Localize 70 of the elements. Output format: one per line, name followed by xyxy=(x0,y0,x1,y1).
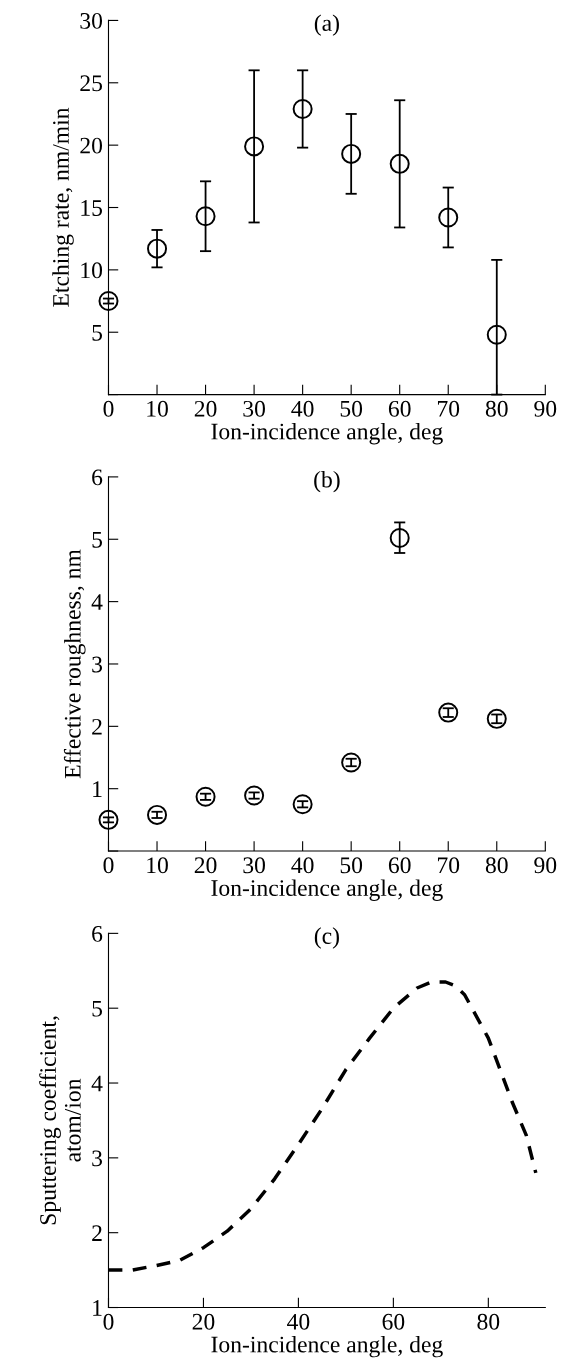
y-tick-label: 15 xyxy=(81,200,103,216)
x-tick-label: 90 xyxy=(534,857,557,874)
x-tick-label: 60 xyxy=(388,857,411,874)
chart-title: (b) xyxy=(314,470,340,493)
x-axis-title: Ion-incidence angle, deg xyxy=(211,422,443,445)
x-tick-label: 0 xyxy=(103,1313,114,1330)
x-tick-label: 60 xyxy=(382,1313,405,1330)
x-tick-label: 20 xyxy=(194,400,217,417)
y-tick-label: 6 xyxy=(92,469,103,486)
x-tick-label: 30 xyxy=(243,400,265,417)
x-tick-label: 90 xyxy=(534,400,557,417)
y-tick-label: 2 xyxy=(92,718,102,735)
x-axis-title: Ion-incidence angle, deg xyxy=(211,879,443,901)
x-tick-label: 0 xyxy=(103,400,114,417)
x-tick-label: 10 xyxy=(147,857,168,874)
x-axis-title: Ion-incidence angle, deg xyxy=(211,1335,443,1358)
x-tick-label: 70 xyxy=(437,857,460,874)
y-tick-label: 6 xyxy=(92,925,103,942)
y-tick-label: 2 xyxy=(92,1225,102,1241)
point xyxy=(292,794,313,815)
point xyxy=(389,153,410,174)
y-tick-label: 25 xyxy=(80,75,103,92)
x-tick-label: 0 xyxy=(103,857,114,874)
point xyxy=(195,786,216,807)
x-tick-label: 10 xyxy=(147,400,168,417)
point xyxy=(244,136,265,157)
point xyxy=(147,238,168,259)
point xyxy=(98,291,119,312)
y-tick-label: 3 xyxy=(92,1150,103,1167)
point xyxy=(195,206,216,227)
point xyxy=(341,752,362,773)
y-tick-label: 5 xyxy=(92,531,103,548)
point xyxy=(438,207,459,228)
chart-title: (c) xyxy=(314,927,339,949)
x-tick-label: 80 xyxy=(485,857,508,874)
point xyxy=(341,143,362,164)
y-axis-title: Etching rate, nm/min xyxy=(52,107,74,307)
point xyxy=(98,809,119,830)
x-tick-label: 50 xyxy=(340,857,363,874)
point xyxy=(486,324,507,345)
point xyxy=(438,702,459,723)
x-tick-label: 40 xyxy=(291,400,314,417)
y-axis-title: Effective roughness, nm xyxy=(63,549,86,779)
x-tick-label: 40 xyxy=(287,1313,310,1330)
x-tick-label: 80 xyxy=(477,1313,500,1330)
y-tick-label: 10 xyxy=(81,262,103,279)
y-tick-label: 3 xyxy=(92,656,103,673)
x-tick-label: 50 xyxy=(340,400,363,417)
x-tick-label: 60 xyxy=(388,400,411,417)
y-tick-label: 4 xyxy=(91,594,103,610)
y-tick-label: 5 xyxy=(92,324,103,341)
x-tick-label: 70 xyxy=(437,400,460,417)
chart-title: (a) xyxy=(314,14,339,36)
x-tick-label: 40 xyxy=(291,857,314,874)
y-tick-label: 1 xyxy=(93,1300,102,1316)
x-tick-label: 20 xyxy=(194,857,217,874)
x-tick-label: 80 xyxy=(485,400,508,417)
point xyxy=(389,528,410,549)
y-tick-label: 20 xyxy=(80,137,103,154)
y-tick-label: 4 xyxy=(91,1075,103,1092)
point xyxy=(147,804,168,825)
point xyxy=(244,785,265,806)
y-tick-label: 30 xyxy=(80,12,103,29)
x-tick-label: 30 xyxy=(243,857,265,874)
y-axis-title: Sputtering coefficient, atom/ion xyxy=(39,1016,81,1225)
y-tick-label: 5 xyxy=(92,1000,103,1017)
point xyxy=(292,98,313,119)
point xyxy=(486,708,507,729)
y-tick-label: 1 xyxy=(93,781,102,797)
x-tick-label: 20 xyxy=(192,1313,215,1330)
